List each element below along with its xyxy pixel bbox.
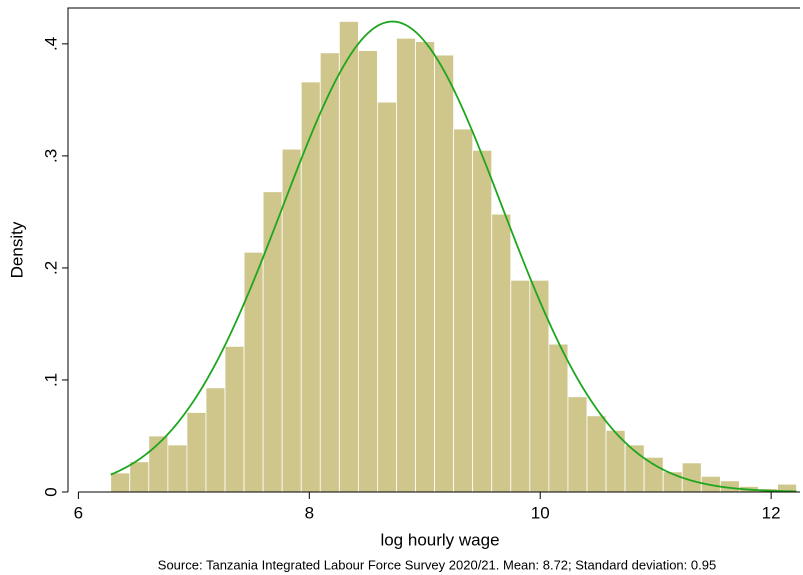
plot-frame	[67, 7, 800, 492]
bar	[186, 412, 207, 493]
x-tick-label: 8	[305, 503, 314, 522]
bar	[262, 191, 283, 493]
bar	[643, 456, 664, 493]
bar	[243, 251, 264, 493]
y-tick-label: .4	[41, 37, 60, 51]
bar	[224, 345, 245, 493]
bar	[415, 41, 435, 493]
x-tick-label: 12	[762, 503, 781, 522]
bar	[167, 444, 188, 493]
x-tick-label: 10	[531, 503, 550, 522]
bar	[472, 149, 493, 493]
bar	[205, 387, 226, 493]
bar	[491, 213, 512, 493]
bar	[338, 21, 359, 493]
y-tick-label: .1	[41, 373, 60, 387]
x-axis-title: log hourly wage	[380, 530, 499, 549]
bar	[129, 461, 150, 493]
y-tick-label: .3	[41, 149, 60, 163]
density-curve	[110, 20, 797, 493]
bar	[319, 52, 340, 493]
bar	[567, 396, 588, 493]
caption: Source: Tanzania Integrated Labour Force…	[158, 557, 716, 572]
bar	[377, 101, 397, 493]
bar	[548, 343, 569, 493]
y-tick-label: 0	[41, 487, 60, 496]
bar	[110, 472, 131, 493]
bar	[396, 37, 416, 493]
bar	[510, 279, 531, 493]
bar	[586, 415, 607, 493]
y-tick-label: .2	[41, 261, 60, 275]
x-tick-label: 6	[74, 503, 83, 522]
bar	[434, 54, 455, 493]
bar	[529, 279, 550, 493]
bar	[300, 81, 321, 493]
bar	[357, 50, 378, 493]
bar	[681, 462, 702, 493]
y-axis-title: Density	[7, 221, 26, 278]
bar	[453, 128, 474, 493]
